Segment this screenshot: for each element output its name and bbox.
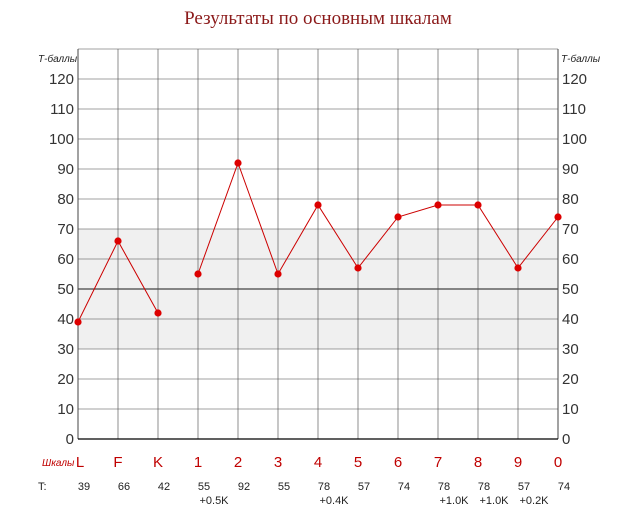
t-value-label: 39 (78, 481, 90, 493)
x-tick-label: 5 (354, 454, 362, 471)
data-point-7 (434, 201, 442, 209)
x-tick-label: K (153, 454, 163, 471)
data-point-4 (314, 201, 322, 209)
x-tick-label: 9 (514, 454, 522, 471)
x-tick-label: 2 (234, 454, 242, 471)
y-tick-label-right: 40 (562, 311, 579, 328)
y-tick-label-right: 30 (562, 341, 579, 358)
data-point-3 (274, 270, 282, 278)
t-value-label: 78 (438, 481, 450, 493)
y-tick-label-left: 90 (57, 161, 74, 178)
y-tick-label-right: 10 (562, 401, 579, 418)
y-tick-label-left: 30 (57, 341, 74, 358)
y-tick-label-right: 0 (562, 431, 570, 448)
y-tick-label-left: 60 (57, 251, 74, 268)
data-point-9 (514, 264, 522, 272)
data-point-1 (194, 270, 202, 278)
y-tick-label-right: 90 (562, 161, 579, 178)
y-tick-label-left: 110 (50, 101, 74, 118)
y-tick-label-left: 80 (57, 191, 74, 208)
data-point-0 (554, 213, 562, 221)
x-tick-label: 0 (554, 454, 562, 471)
t-value-label: 57 (358, 481, 370, 493)
y-tick-label-left: 70 (57, 221, 74, 238)
t-value-label: 78 (318, 481, 330, 493)
data-point-2 (234, 159, 242, 167)
x-tick-label: 4 (314, 454, 322, 471)
data-point-K (154, 309, 162, 317)
series-line (197, 161, 559, 276)
t-value-label: 74 (558, 481, 570, 493)
y-tick-label-left: 120 (49, 71, 74, 88)
y-tick-label-left: 50 (57, 281, 74, 298)
k-correction-label: +1.0K (439, 495, 469, 507)
y-tick-label-left: 100 (49, 131, 74, 148)
y-tick-label-right: 60 (562, 251, 579, 268)
y-tick-label-left: 20 (57, 371, 74, 388)
k-correction-label: +1.0K (479, 495, 509, 507)
y-tick-label-left: 0 (66, 431, 74, 448)
k-correction-label: +0.5K (199, 495, 229, 507)
y-axis-unit-left: Т-баллы (38, 53, 78, 65)
data-point-6 (394, 213, 402, 221)
y-tick-label-right: 70 (562, 221, 579, 238)
data-point-F (114, 237, 122, 245)
x-tick-label: 1 (194, 454, 202, 471)
data-point-L (74, 318, 82, 326)
x-tick-label: 7 (434, 454, 442, 471)
y-axis-unit-right: Т-баллы (561, 53, 601, 65)
y-tick-label-right: 80 (562, 191, 579, 208)
scales-caption: Шкалы (42, 458, 75, 469)
t-value-label: 78 (478, 481, 490, 493)
y-tick-label-right: 50 (562, 281, 579, 298)
x-tick-label: 6 (394, 454, 402, 471)
k-correction-label: +0.2K (519, 495, 549, 507)
y-tick-label-left: 40 (57, 311, 74, 328)
t-value-label: 55 (198, 481, 210, 493)
y-tick-label-left: 10 (57, 401, 74, 418)
t-value-label: 42 (158, 481, 170, 493)
x-tick-label: L (76, 454, 84, 471)
t-value-label: 57 (518, 481, 530, 493)
t-value-label: 55 (278, 481, 290, 493)
t-row-label: T: (38, 481, 47, 493)
x-tick-label: F (113, 454, 122, 471)
y-tick-label-right: 100 (562, 131, 587, 148)
data-point-5 (354, 264, 362, 272)
x-tick-label: 8 (474, 454, 482, 471)
x-tick-label: 3 (274, 454, 282, 471)
t-value-label: 92 (238, 481, 250, 493)
y-tick-label-right: 20 (562, 371, 579, 388)
y-tick-label-right: 120 (562, 71, 587, 88)
data-point-8 (474, 201, 482, 209)
k-correction-label: +0.4K (319, 495, 349, 507)
t-value-label: 74 (398, 481, 410, 493)
t-value-label: 66 (118, 481, 130, 493)
chart-title: Результаты по основным шкалам (184, 8, 452, 29)
y-tick-label-right: 110 (562, 101, 586, 118)
